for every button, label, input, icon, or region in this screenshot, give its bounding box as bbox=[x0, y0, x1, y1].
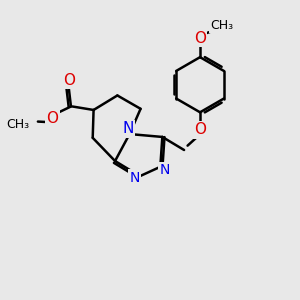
Text: O: O bbox=[46, 111, 58, 126]
Text: O: O bbox=[194, 31, 206, 46]
Text: N: N bbox=[122, 121, 134, 136]
Text: O: O bbox=[63, 73, 75, 88]
Text: O: O bbox=[194, 122, 206, 137]
Text: CH₃: CH₃ bbox=[210, 19, 233, 32]
Text: N: N bbox=[130, 171, 140, 184]
Text: CH₃: CH₃ bbox=[7, 118, 30, 131]
Text: N: N bbox=[160, 163, 170, 177]
